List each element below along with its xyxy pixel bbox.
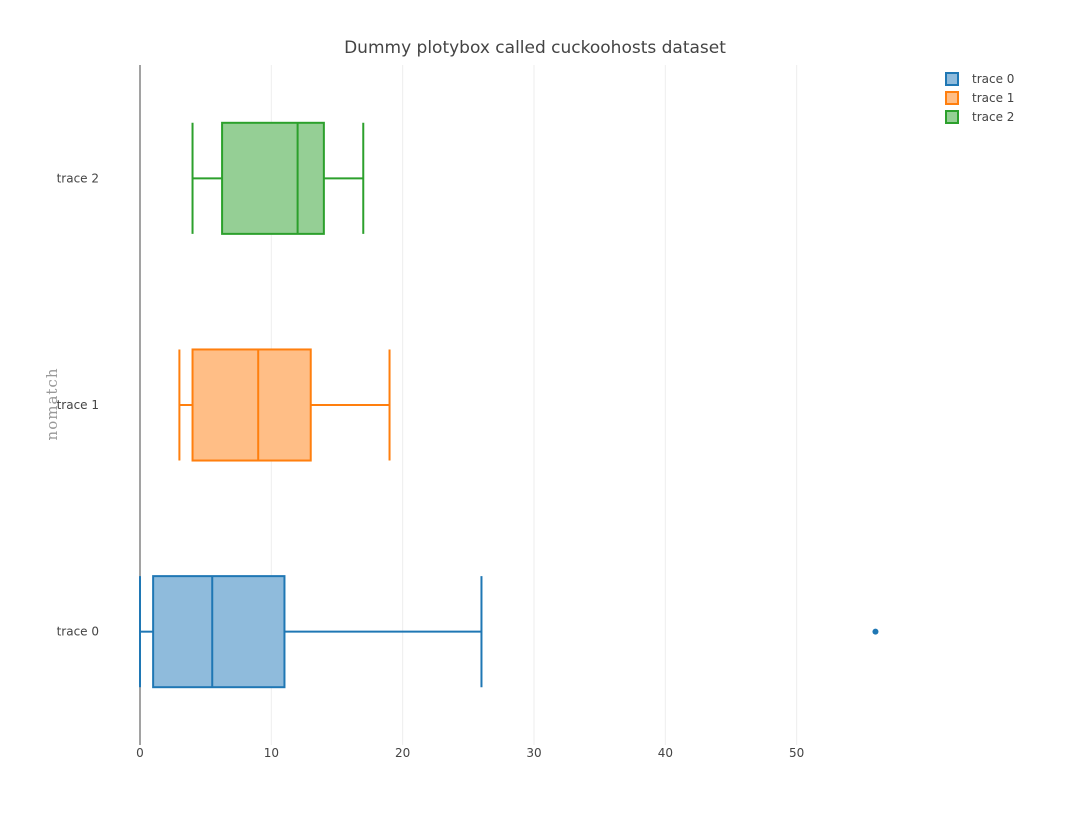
x-tick-label: 30	[526, 746, 541, 760]
legend[interactable]: trace 0 trace 1 trace 2	[945, 72, 1014, 124]
x-tick-label: 10	[264, 746, 279, 760]
legend-item-trace-2[interactable]: trace 2	[945, 110, 1014, 124]
legend-swatch	[945, 91, 959, 105]
x-tick-label: 40	[658, 746, 673, 760]
legend-label: trace 0	[972, 72, 1014, 86]
legend-label: trace 2	[972, 110, 1014, 124]
legend-swatch	[945, 110, 959, 124]
box-trace-1	[178, 348, 391, 462]
legend-item-trace-1[interactable]: trace 1	[945, 91, 1014, 105]
y-axis-label: nomatch	[43, 368, 61, 441]
legend-item-trace-0[interactable]: trace 0	[945, 72, 1014, 86]
y-category-labels: trace 0 trace 1 trace 2	[57, 171, 99, 638]
outlier-point	[872, 628, 879, 635]
legend-swatch	[945, 72, 959, 86]
x-tick-label: 50	[789, 746, 804, 760]
boxes-layer	[139, 121, 879, 689]
box-trace-0	[139, 575, 879, 689]
x-tick-labels: 0 10 20 30 40 50	[136, 746, 804, 760]
box-iqr	[221, 121, 325, 235]
y-category-label: trace 0	[57, 625, 99, 639]
y-category-label: trace 1	[57, 398, 99, 412]
x-tick-label: 0	[136, 746, 144, 760]
box-iqr	[152, 575, 286, 689]
chart-title: Dummy plotybox called cuckoohosts datase…	[344, 38, 726, 58]
legend-label: trace 1	[972, 91, 1014, 105]
box-trace-2	[191, 121, 365, 235]
box-iqr	[191, 348, 312, 462]
y-category-label: trace 2	[57, 171, 99, 185]
x-tick-label: 20	[395, 746, 410, 760]
